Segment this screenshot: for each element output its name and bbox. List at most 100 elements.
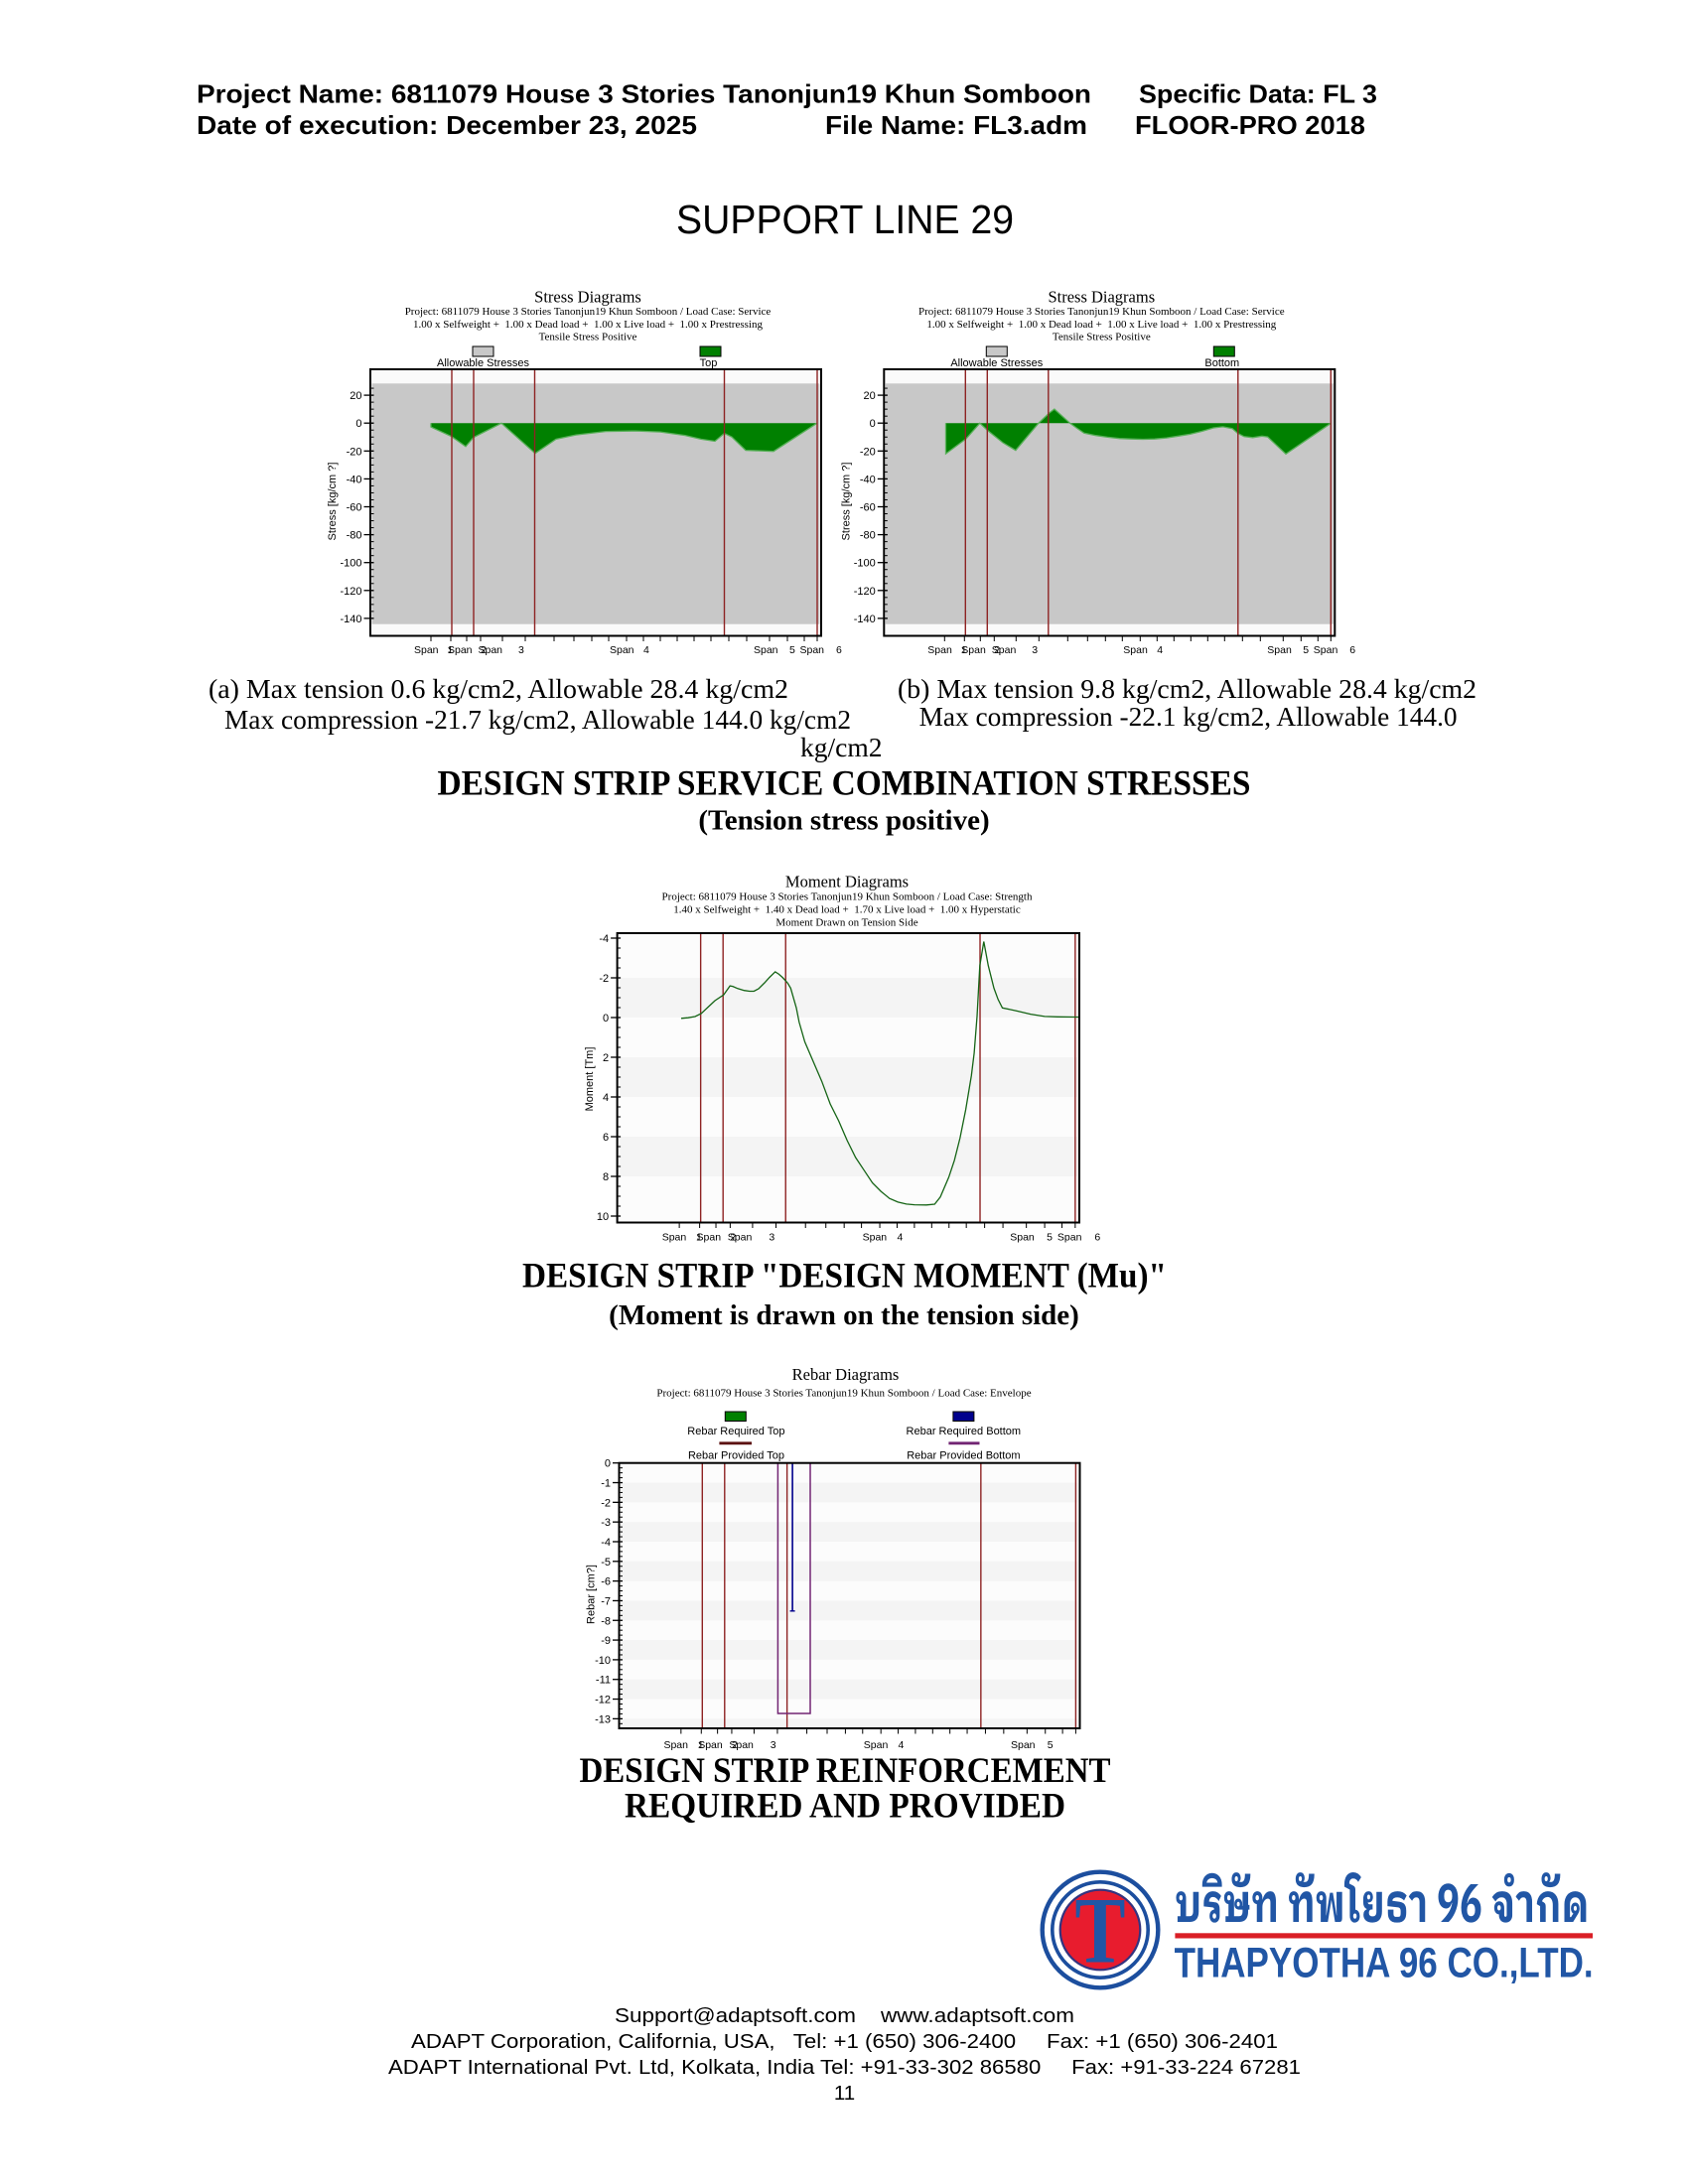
svg-text:Span: Span <box>728 1232 753 1244</box>
svg-text:Stress Diagrams: Stress Diagrams <box>534 288 641 307</box>
svg-text:(a) Max tension 0.6 kg/cm2, Al: (a) Max tension 0.6 kg/cm2, Allowable 28… <box>209 673 788 704</box>
svg-text:Allowable Stresses: Allowable Stresses <box>437 357 529 369</box>
svg-text:Span: Span <box>479 644 503 656</box>
svg-text:Span: Span <box>1057 1232 1082 1244</box>
svg-text:-40: -40 <box>860 474 876 485</box>
svg-text:Span: Span <box>448 644 473 656</box>
svg-text:(Moment is drawn on the tensio: (Moment is drawn on the tension side) <box>609 1299 1079 1331</box>
svg-text:5: 5 <box>1048 1739 1054 1751</box>
svg-text:0: 0 <box>355 418 361 430</box>
svg-text:ADAPT Corporation, California,: ADAPT Corporation, California, USA, Tel:… <box>411 2030 1278 2053</box>
svg-text:-80: -80 <box>860 530 876 542</box>
svg-text:-2: -2 <box>601 1497 611 1509</box>
svg-text:1.00 x Selfweight + 1.00 x De: 1.00 x Selfweight + 1.00 x Dead load + 1… <box>413 319 763 331</box>
svg-text:Project: 6811079 House 3 Stori: Project: 6811079 House 3 Stories Tanonju… <box>662 891 1033 903</box>
svg-text:-11: -11 <box>596 1675 611 1687</box>
svg-text:4: 4 <box>603 1092 609 1104</box>
svg-text:11: 11 <box>834 2082 855 2105</box>
svg-text:Moment [Tm]: Moment [Tm] <box>584 1047 596 1112</box>
svg-text:Bottom: Bottom <box>1204 357 1239 369</box>
svg-text:Span: Span <box>754 644 778 656</box>
svg-text:4: 4 <box>899 1739 905 1751</box>
svg-text:Span: Span <box>1011 1739 1036 1751</box>
svg-text:-1: -1 <box>601 1478 611 1490</box>
svg-text:3: 3 <box>1032 644 1038 656</box>
svg-text:8: 8 <box>603 1171 609 1183</box>
svg-text:Specific Data: FL 3: Specific Data: FL 3 <box>1139 78 1377 108</box>
svg-text:-60: -60 <box>347 502 362 514</box>
svg-text:Max compression -21.7 kg/cm2,: Max compression -21.7 kg/cm2, Allowable … <box>224 704 851 735</box>
svg-text:Moment Drawn on Tension Side: Moment Drawn on Tension Side <box>775 917 917 929</box>
svg-text:T: T <box>1075 1878 1126 1983</box>
svg-text:Span: Span <box>800 644 825 656</box>
svg-text:-12: -12 <box>595 1695 611 1706</box>
svg-text:0: 0 <box>603 1013 609 1024</box>
svg-text:1: 1 <box>698 1739 704 1751</box>
svg-text:-2: -2 <box>599 973 609 985</box>
svg-text:Span: Span <box>662 1232 687 1244</box>
svg-text:Stress Diagrams: Stress Diagrams <box>1048 288 1155 307</box>
svg-text:-100: -100 <box>340 558 361 570</box>
svg-text:Span: Span <box>610 644 634 656</box>
svg-text:4: 4 <box>1157 644 1163 656</box>
svg-text:-140: -140 <box>854 614 876 625</box>
svg-text:Span: Span <box>992 644 1017 656</box>
svg-text:Span: Span <box>414 644 439 656</box>
svg-text:3: 3 <box>769 1232 774 1244</box>
svg-text:REQUIRED AND PROVIDED: REQUIRED AND PROVIDED <box>625 1786 1065 1826</box>
svg-text:Project: 6811079 House 3 Stori: Project: 6811079 House 3 Stories Tanonju… <box>405 306 772 318</box>
svg-text:2: 2 <box>994 644 1000 656</box>
svg-text:ADAPT International Pvt. Ltd,: ADAPT International Pvt. Ltd, Kolkata, I… <box>388 2056 1301 2079</box>
svg-text:Project Name: 6811079 House 3: Project Name: 6811079 House 3 Stories Ta… <box>197 78 1091 108</box>
svg-text:4: 4 <box>897 1232 903 1244</box>
svg-text:THAPYOTHA 96 CO.,LTD.: THAPYOTHA 96 CO.,LTD. <box>1175 1941 1594 1987</box>
svg-text:Tensile Stress Positive: Tensile Stress Positive <box>1053 332 1151 343</box>
svg-text:-13: -13 <box>595 1713 611 1725</box>
svg-text:1: 1 <box>696 1232 702 1244</box>
svg-text:Span: Span <box>697 1232 722 1244</box>
svg-text:6: 6 <box>836 644 842 656</box>
svg-text:Support@adaptsoft.com www.a: Support@adaptsoft.com www.adaptsoft.com <box>615 2004 1074 2027</box>
svg-text:(Tension stress positive): (Tension stress positive) <box>698 805 989 837</box>
svg-text:3: 3 <box>518 644 524 656</box>
svg-text:Date of execution: December 23: Date of execution: December 23, 2025 <box>197 110 697 140</box>
svg-text:Max compression -22.1 kg/cm2,: Max compression -22.1 kg/cm2, Allowable … <box>919 701 1458 732</box>
svg-text:Project: 6811079 House 3 Stori: Project: 6811079 House 3 Stories Tanonju… <box>918 306 1285 318</box>
svg-text:6: 6 <box>1349 644 1355 656</box>
svg-text:-9: -9 <box>601 1635 611 1647</box>
svg-text:Rebar Required Bottom: Rebar Required Bottom <box>907 1426 1022 1437</box>
svg-text:-4: -4 <box>601 1537 611 1549</box>
svg-text:-8: -8 <box>601 1615 611 1627</box>
svg-text:2: 2 <box>730 1232 736 1244</box>
svg-text:SUPPORT LINE 29: SUPPORT LINE 29 <box>676 197 1014 242</box>
svg-text:Span: Span <box>729 1739 754 1751</box>
svg-text:Allowable Stresses: Allowable Stresses <box>950 357 1043 369</box>
svg-text:DESIGN STRIP REINFORCEMENT: DESIGN STRIP REINFORCEMENT <box>580 1750 1111 1790</box>
svg-text:Span: Span <box>1123 644 1148 656</box>
svg-text:Span: Span <box>698 1739 723 1751</box>
svg-text:1.40 x Selfweight + 1.40 x De: 1.40 x Selfweight + 1.40 x Dead load + 1… <box>673 904 1021 916</box>
svg-text:-140: -140 <box>340 614 361 625</box>
svg-text:5: 5 <box>1303 644 1309 656</box>
svg-text:Stress [kg/cm ?]: Stress [kg/cm ?] <box>327 463 339 541</box>
svg-text:Span: Span <box>1314 644 1338 656</box>
svg-text:Stress [kg/cm ?]: Stress [kg/cm ?] <box>840 463 852 541</box>
svg-text:-10: -10 <box>595 1655 611 1667</box>
svg-text:-20: -20 <box>347 446 362 458</box>
svg-text:20: 20 <box>864 390 876 402</box>
svg-text:2: 2 <box>732 1739 738 1751</box>
svg-text:-6: -6 <box>601 1576 611 1588</box>
svg-text:Span: Span <box>1010 1232 1035 1244</box>
svg-text:Top: Top <box>700 357 718 369</box>
svg-text:kg/cm2: kg/cm2 <box>800 732 883 762</box>
svg-text:-60: -60 <box>860 502 876 514</box>
svg-text:Tensile Stress Positive: Tensile Stress Positive <box>539 332 637 343</box>
svg-text:Project: 6811079 House 3 Stori: Project: 6811079 House 3 Stories Tanonju… <box>656 1388 1031 1400</box>
svg-text:-7: -7 <box>601 1595 611 1607</box>
svg-text:1: 1 <box>961 644 967 656</box>
svg-text:Span: Span <box>663 1739 688 1751</box>
svg-text:1.00 x Selfweight + 1.00 x De: 1.00 x Selfweight + 1.00 x Dead load + 1… <box>926 319 1276 331</box>
svg-text:Span: Span <box>1267 644 1292 656</box>
svg-text:2: 2 <box>481 644 487 656</box>
svg-text:3: 3 <box>771 1739 776 1751</box>
